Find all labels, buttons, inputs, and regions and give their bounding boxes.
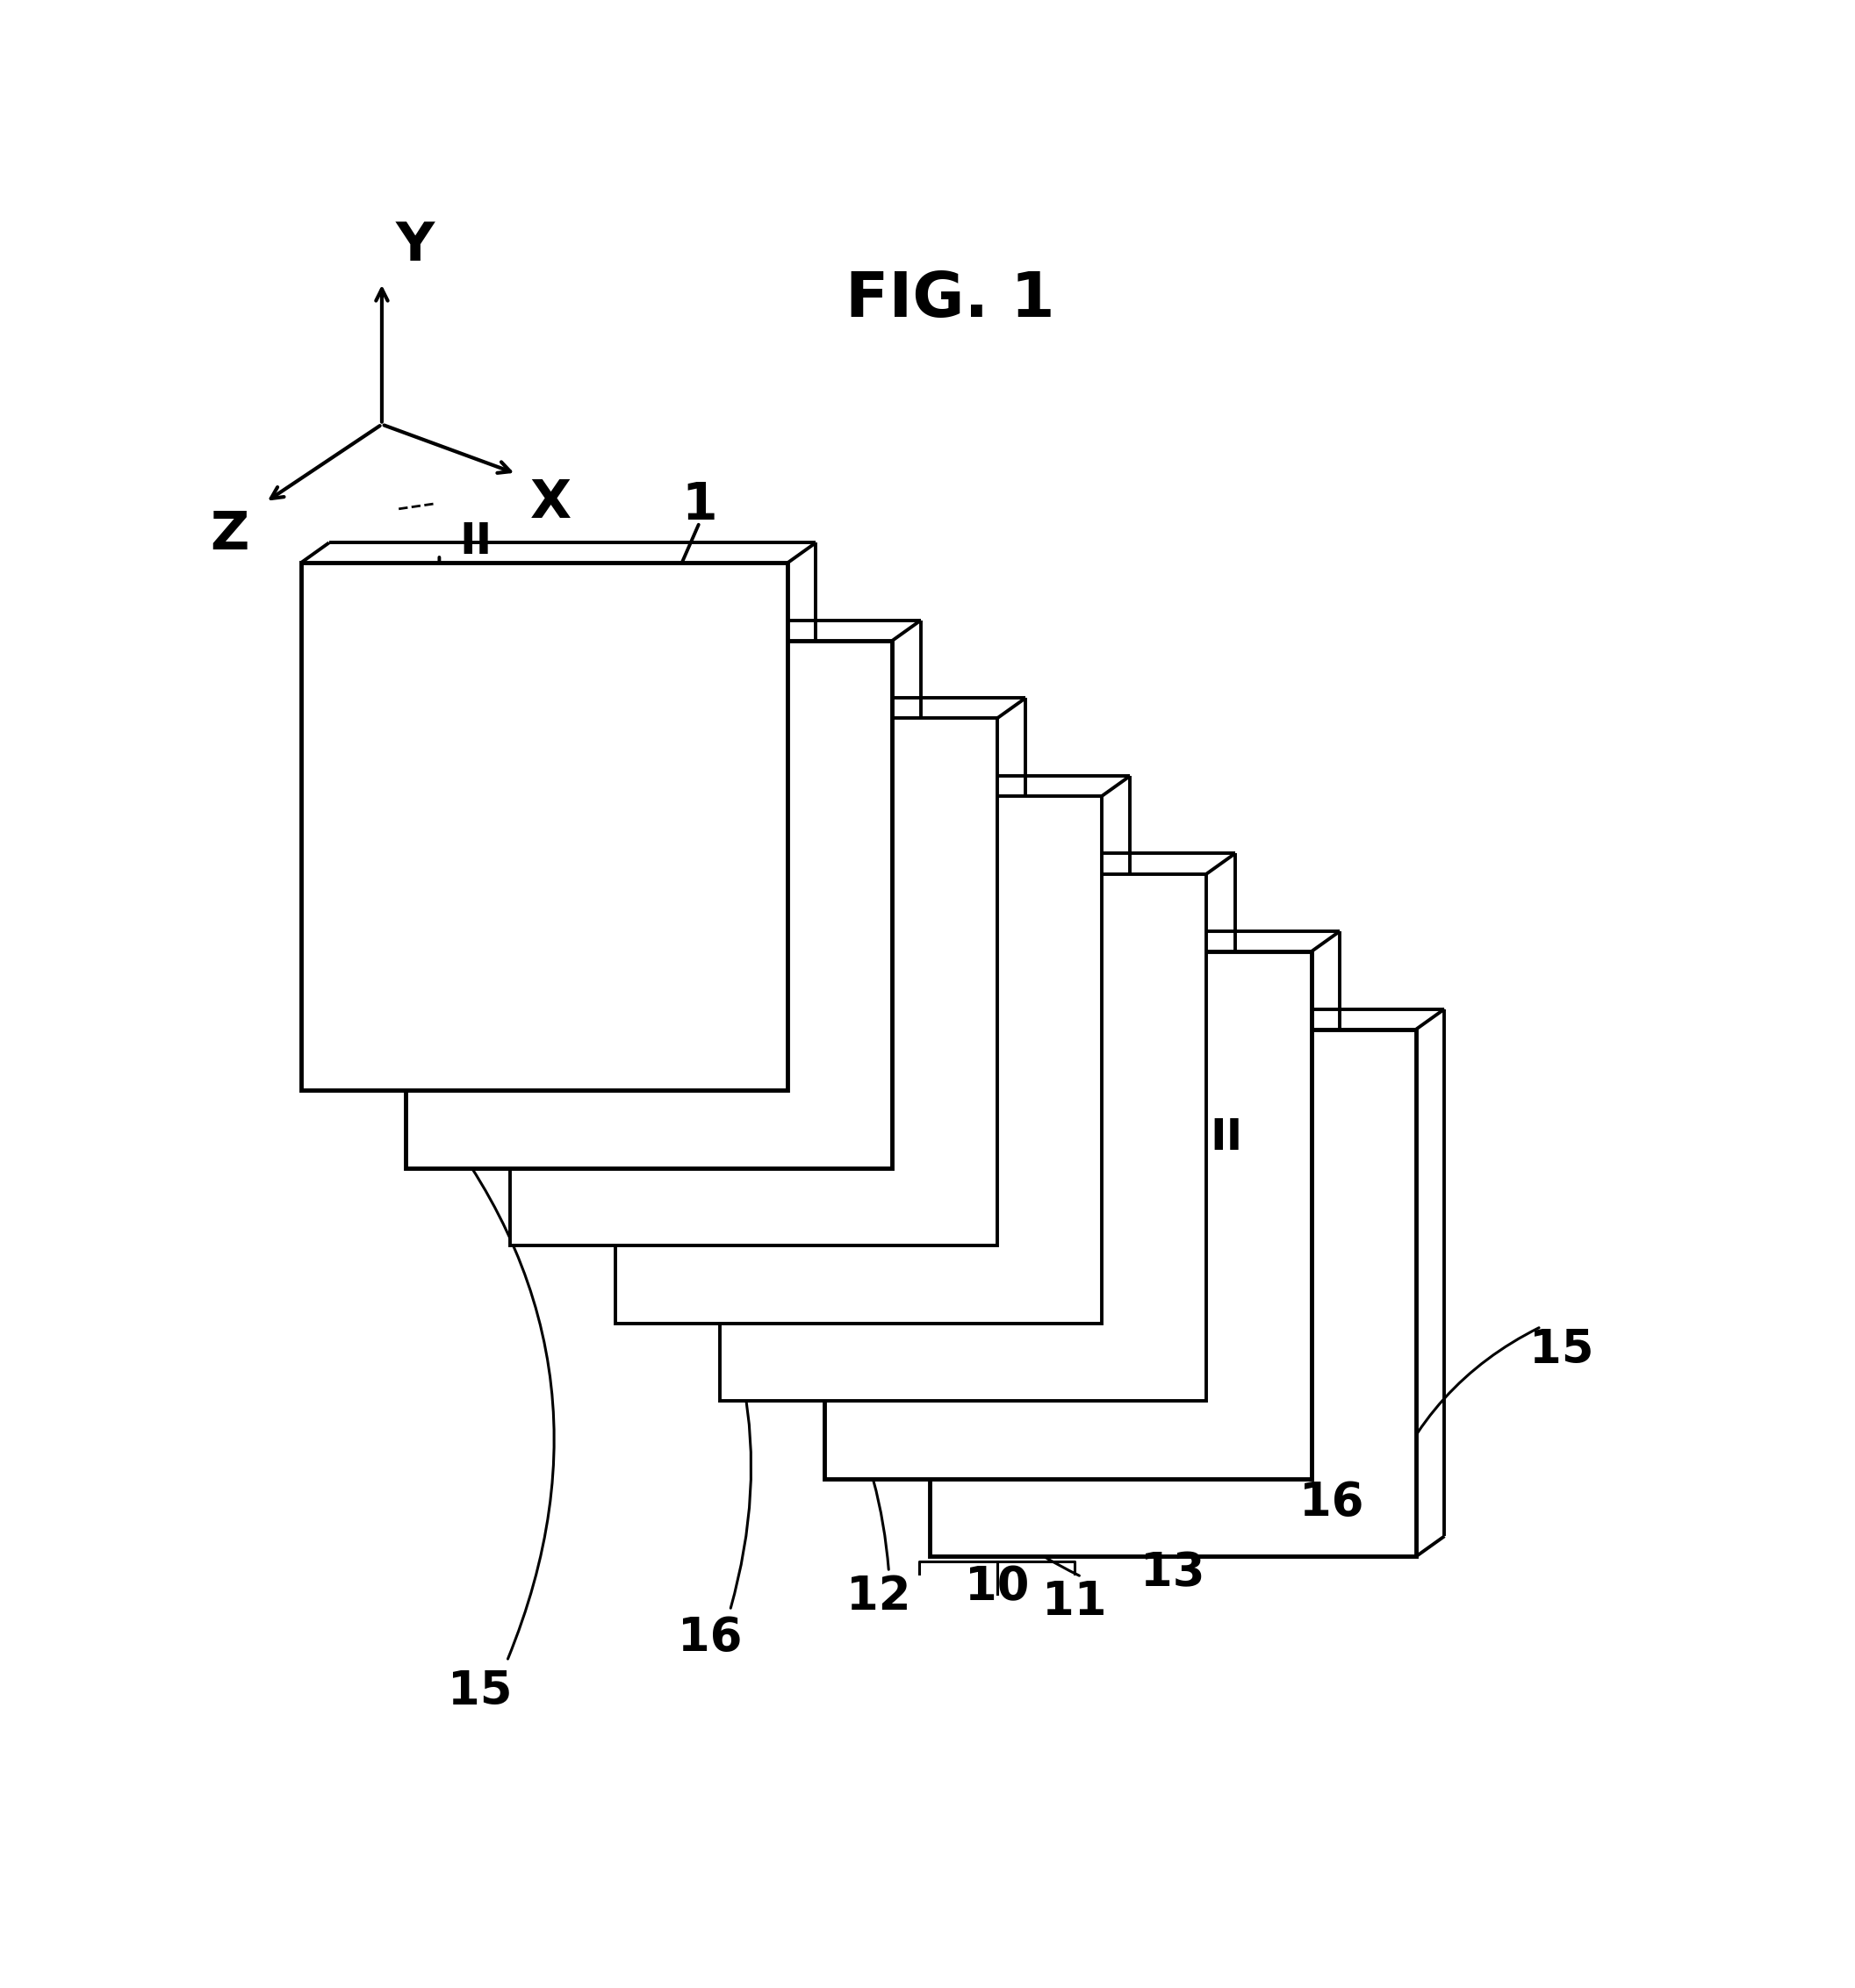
Polygon shape [720, 875, 1206, 1402]
Polygon shape [616, 795, 1102, 1324]
Text: V: V [725, 767, 759, 809]
Text: 16: 16 [677, 1614, 742, 1660]
Text: X: X [531, 477, 571, 529]
Polygon shape [406, 640, 892, 1167]
Polygon shape [301, 563, 787, 1089]
Text: II: II [1209, 1117, 1243, 1159]
Text: V: V [525, 612, 558, 654]
Text: FIG. 1: FIG. 1 [846, 268, 1055, 330]
Text: 13: 13 [1141, 1551, 1206, 1596]
Text: Z: Z [210, 509, 249, 561]
Text: 12: 12 [846, 1574, 911, 1620]
Text: II: II [460, 521, 492, 563]
Text: 11: 11 [1043, 1578, 1107, 1624]
Polygon shape [825, 952, 1311, 1479]
Text: Y: Y [395, 221, 434, 272]
Text: 16: 16 [1298, 1479, 1363, 1525]
Polygon shape [510, 718, 996, 1246]
Text: 15: 15 [1529, 1328, 1593, 1374]
Text: 15: 15 [447, 1668, 512, 1714]
Polygon shape [929, 1030, 1415, 1557]
Text: 1: 1 [683, 481, 718, 531]
Text: 10: 10 [965, 1565, 1030, 1610]
